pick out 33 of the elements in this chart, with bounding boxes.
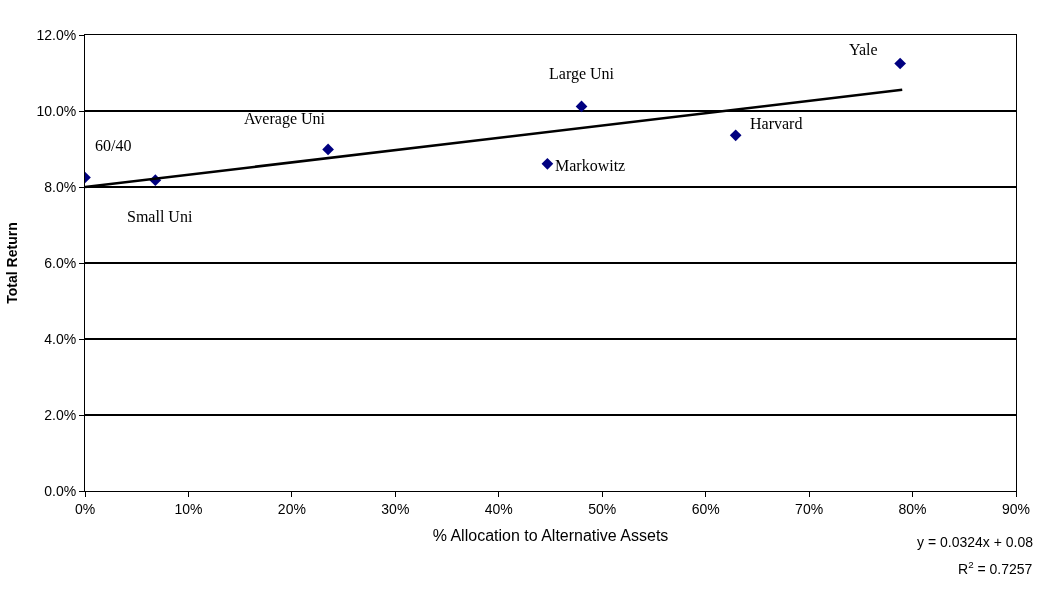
y-tick-label: 12.0% xyxy=(36,26,77,43)
x-tick-label: 30% xyxy=(381,500,410,517)
point xyxy=(322,143,334,156)
x-tick-label: 20% xyxy=(277,500,306,517)
point xyxy=(729,129,742,142)
x-tick-label: 60% xyxy=(691,500,720,517)
y-tick-label: 2.0% xyxy=(44,406,77,423)
annotation: Small Uni xyxy=(127,208,193,225)
annotation: Large Uni xyxy=(549,65,615,83)
y-tick-label: 6.0% xyxy=(44,254,77,271)
x-tick-label: 80% xyxy=(898,500,927,517)
text: y = 0.0324x + 0.08 xyxy=(917,534,1034,550)
x-tick-label: 40% xyxy=(484,500,513,517)
annotation: Average Uni xyxy=(244,110,326,128)
annotation: Harvard xyxy=(750,115,803,132)
text: R$^{2}$ = 0.7257 xyxy=(958,559,1033,577)
x-tick-label: 50% xyxy=(588,500,617,517)
x-tick-label: 0% xyxy=(74,500,96,517)
point xyxy=(575,100,588,113)
x-tick-label: 10% xyxy=(174,500,203,517)
x-axis-title: % Allocation to Alternative Assets xyxy=(432,527,669,545)
x-tick-label: 90% xyxy=(1001,500,1031,517)
point xyxy=(541,157,554,170)
point xyxy=(894,57,906,70)
annotation: Markowitz xyxy=(555,157,626,174)
y-axis-title: Total Return xyxy=(4,222,21,304)
y-tick-label: 0.0% xyxy=(44,482,77,499)
y-tick-label: 8.0% xyxy=(44,178,77,195)
y-tick-label: 10.0% xyxy=(36,102,77,119)
y-tick-label: 4.0% xyxy=(44,330,77,347)
annotation: Yale xyxy=(849,41,878,58)
annotation: 60/40 xyxy=(95,137,132,154)
x-tick-label: 70% xyxy=(795,500,824,517)
